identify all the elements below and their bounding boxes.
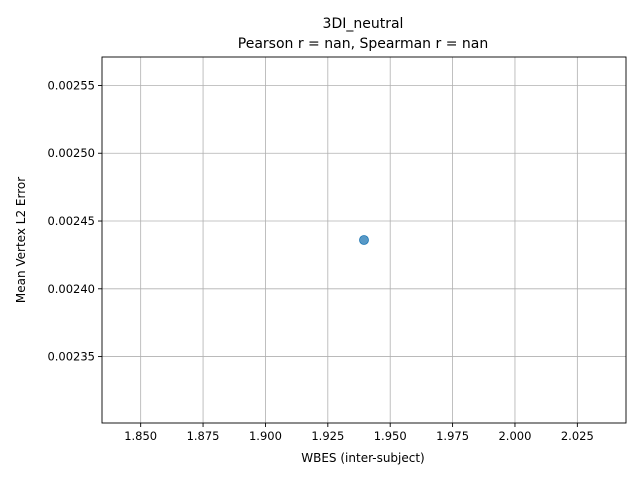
plot-area: 1.850 1.875 1.900 1.925 1.950 1.975 2.000 2.025… — [47, 56, 627, 443]
y-axis-label: Mean Vertex L2 Error — [14, 177, 28, 303]
chart-title: 3DI_neutral — [323, 16, 404, 32]
y-tick-label-2: 0.00245 — [47, 214, 95, 228]
x-tick-label-2: 1.900 — [249, 429, 282, 443]
data-point-0 — [359, 235, 369, 245]
x-axis-label: WBES (inter-subject) — [301, 451, 425, 465]
x-tick-label-7: 2.025 — [561, 429, 594, 443]
x-tick-label-4: 1.950 — [374, 429, 407, 443]
axes-frame — [101, 56, 627, 424]
y-tick-label-0: 0.00235 — [47, 350, 95, 364]
x-tick-label-0: 1.850 — [124, 429, 157, 443]
y-tick-label-1: 0.00240 — [47, 282, 95, 296]
y-tick-label-4: 0.00255 — [47, 78, 95, 92]
y-tick-label-3: 0.00250 — [47, 146, 95, 160]
x-tick-label-5: 1.975 — [436, 429, 469, 443]
x-tick-label-3: 1.925 — [311, 429, 344, 443]
x-tick-label-1: 1.875 — [187, 429, 220, 443]
x-tick-label-6: 2.000 — [498, 429, 531, 443]
chart-subtitle: Pearson r = nan, Spearman r = nan — [238, 36, 488, 52]
